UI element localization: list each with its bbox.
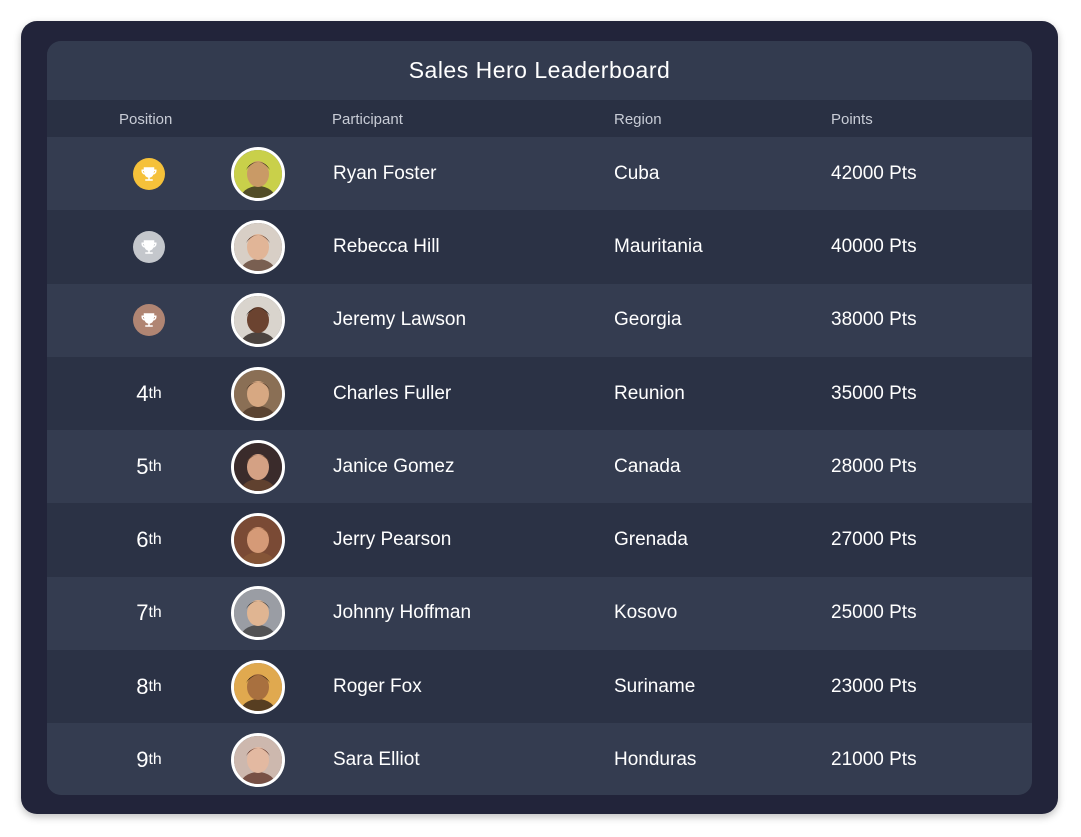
avatar[interactable]: [231, 513, 285, 568]
avatar[interactable]: [231, 586, 285, 641]
region-name: Mauritania: [614, 235, 703, 257]
region-name: Suriname: [614, 675, 696, 697]
position-cell: [132, 304, 166, 337]
region-name: Grenada: [614, 529, 688, 551]
column-header-participant: Participant: [332, 111, 403, 128]
rank-suffix: th: [148, 531, 162, 549]
position-cell: [132, 230, 166, 263]
rank-number: 7: [136, 600, 149, 626]
leaderboard-rows: Ryan Foster Cuba 42000 Pts Rebecca Hill Maur…: [47, 137, 1032, 795]
points-value: 35000 Pts: [831, 382, 917, 404]
points-value: 21000 Pts: [831, 749, 917, 771]
avatar[interactable]: [231, 366, 285, 421]
rank-number: 4: [136, 380, 149, 406]
participant-name: Janice Gomez: [333, 455, 455, 477]
leaderboard-card: Sales Hero Leaderboard Position Particip…: [47, 41, 1032, 795]
table-header: Position Participant Region Points: [47, 100, 1032, 137]
table-row[interactable]: Ryan Foster Cuba 42000 Pts: [47, 137, 1032, 211]
bronze-trophy-icon: [133, 304, 165, 337]
column-header-region: Region: [614, 111, 662, 128]
rank-suffix: th: [148, 677, 162, 695]
region-name: Kosovo: [614, 602, 678, 624]
points-value: 23000 Pts: [831, 675, 917, 697]
participant-name: Roger Fox: [333, 675, 422, 697]
avatar[interactable]: [231, 733, 285, 788]
avatar[interactable]: [231, 293, 285, 348]
points-value: 27000 Pts: [831, 529, 917, 551]
region-name: Canada: [614, 455, 681, 477]
participant-name: Rebecca Hill: [333, 235, 440, 257]
leaderboard-frame: Sales Hero Leaderboard Position Particip…: [21, 21, 1058, 814]
page-title: Sales Hero Leaderboard: [408, 57, 671, 83]
avatar[interactable]: [231, 439, 285, 494]
silver-trophy-icon: [133, 230, 165, 263]
points-value: 40000 Pts: [831, 235, 917, 257]
table-row[interactable]: Jeremy Lawson Georgia 38000 Pts: [47, 283, 1032, 357]
title-bar: Sales Hero Leaderboard: [47, 41, 1032, 100]
avatar[interactable]: [231, 219, 285, 274]
rank-suffix: th: [148, 384, 162, 402]
points-value: 28000 Pts: [831, 455, 917, 477]
participant-name: Sara Elliot: [333, 749, 420, 771]
region-name: Georgia: [614, 309, 682, 331]
rank-number: 9: [136, 747, 149, 773]
column-header-position: Position: [119, 111, 173, 128]
rank-suffix: th: [148, 457, 162, 475]
rank-number: 6: [136, 527, 149, 553]
participant-name: Ryan Foster: [333, 162, 437, 184]
region-name: Honduras: [614, 749, 697, 771]
table-row[interactable]: Rebecca Hill Mauritania 40000 Pts: [47, 210, 1032, 284]
region-name: Cuba: [614, 162, 660, 184]
position-cell: [132, 157, 166, 190]
rank-suffix: th: [148, 751, 162, 769]
avatar[interactable]: [231, 659, 285, 714]
points-value: 42000 Pts: [831, 162, 917, 184]
column-header-points: Points: [831, 111, 873, 128]
rank-number: 8: [136, 673, 149, 699]
region-name: Reunion: [614, 382, 685, 404]
gold-trophy-icon: [133, 157, 165, 190]
participant-name: Jerry Pearson: [333, 529, 452, 551]
participant-name: Charles Fuller: [333, 382, 452, 404]
participant-name: Johnny Hoffman: [333, 602, 472, 624]
rank-number: 5: [136, 453, 149, 479]
rank-suffix: th: [148, 604, 162, 622]
points-value: 25000 Pts: [831, 602, 917, 624]
avatar[interactable]: [231, 146, 285, 201]
participant-name: Jeremy Lawson: [333, 309, 467, 331]
points-value: 38000 Pts: [831, 309, 917, 331]
